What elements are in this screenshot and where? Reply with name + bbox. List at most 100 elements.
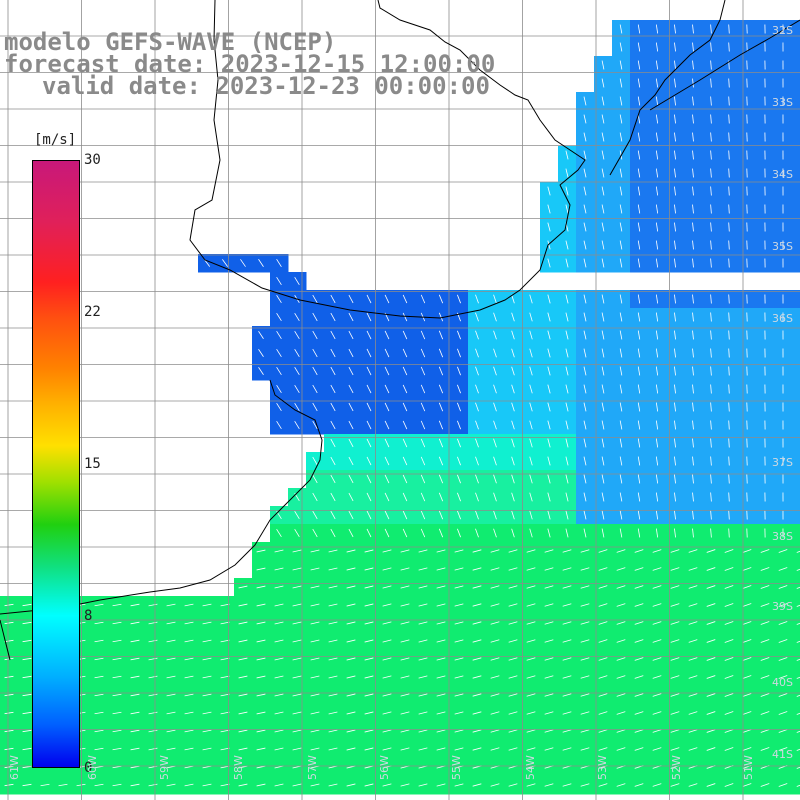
wind-arrow [276,420,282,430]
lat-label-41s: 41S [772,748,793,761]
wind-arrow [436,549,446,553]
wind-arrow [619,366,623,376]
wind-arrow [619,438,623,448]
wind-arrow [728,168,730,178]
wind-arrow [472,693,482,697]
wind-arrow [400,603,410,607]
wind-arrow [724,603,734,607]
wind-arrow [420,420,426,430]
wind-arrow [148,639,158,643]
wind-arrow [778,693,788,697]
wind-arrow [670,639,680,643]
wind-arrow [655,348,659,358]
wind-arrow [384,402,390,412]
wind-arrow [112,621,122,625]
wind-arrow [724,639,734,643]
wind-arrow [724,711,734,715]
wind-arrow [580,675,590,679]
wind-arrow [256,549,266,553]
wind-arrow [706,675,716,679]
wind-arrow [544,639,554,643]
wind-arrow [692,402,694,412]
wind-arrow [457,420,461,430]
wind-arrow [728,456,730,466]
wind-arrow [184,657,194,661]
wind-arrow [706,549,716,553]
field-cell [792,578,800,597]
wind-arrow [674,204,676,214]
wind-arrow [475,492,479,502]
wind-arrow [366,348,372,358]
lon-label-53w: 53W [596,755,609,780]
wind-speed-field [0,20,800,795]
wind-arrow [276,384,282,394]
wind-arrow [364,585,374,589]
wind-arrow [637,168,641,178]
wind-arrow [457,528,461,538]
wind-arrow [493,474,497,484]
wind-arrow [655,168,659,178]
wind-arrow [728,402,730,412]
wind-arrow [544,693,554,697]
wind-arrow [674,528,676,538]
wind-arrow [710,240,712,250]
lat-label-36s: 36S [772,312,793,325]
wind-arrow [40,783,50,787]
wind-arrow [382,747,392,751]
wind-arrow [547,510,551,520]
wind-arrow [348,294,354,304]
wind-arrow [637,132,641,142]
wind-arrow [598,603,608,607]
wind-arrow [583,222,587,232]
wind-arrow [148,693,158,697]
wind-arrow [292,693,302,697]
wind-arrow [601,492,605,502]
wind-arrow [364,711,374,715]
wind-arrow [400,639,410,643]
wind-arrow [692,420,694,430]
wind-arrow [457,492,461,502]
wind-arrow [544,783,554,787]
wind-arrow [348,528,354,538]
wind-arrow [384,294,390,304]
wind-arrow [655,528,659,538]
wind-arrow [580,585,590,589]
wind-arrow [544,585,554,589]
wind-arrow [490,585,500,589]
field-cell [792,470,800,489]
wind-arrow [493,492,497,502]
wind-arrow [490,639,500,643]
wind-arrow [493,312,497,322]
wind-arrow [274,729,284,733]
wind-arrow [796,676,800,679]
wind-arrow [692,438,694,448]
wind-arrow [148,657,158,661]
wind-arrow [529,330,533,340]
field-cell [792,740,800,759]
wind-arrow [382,693,392,697]
wind-arrow [778,567,788,571]
wind-arrow [583,168,587,178]
wind-arrow [619,78,623,88]
wind-arrow [438,420,444,430]
wind-arrow [4,621,14,625]
wind-arrow [565,384,569,394]
wind-arrow [583,294,587,304]
wind-arrow [655,366,659,376]
wind-arrow [220,747,230,751]
wind-arrow [22,783,32,787]
wind-arrow [436,729,446,733]
wind-arrow [202,693,212,697]
wind-arrow [328,747,338,751]
wind-arrow [402,456,408,466]
wind-arrow [728,258,730,268]
wind-arrow [601,384,605,394]
wind-arrow [238,783,248,787]
field-cell [792,506,800,525]
wind-arrow [616,585,626,589]
wind-arrow [710,186,712,196]
wind-arrow [583,492,587,502]
lon-label-56w: 56W [378,755,391,780]
wind-arrow [742,585,752,589]
field-cell [792,488,800,507]
